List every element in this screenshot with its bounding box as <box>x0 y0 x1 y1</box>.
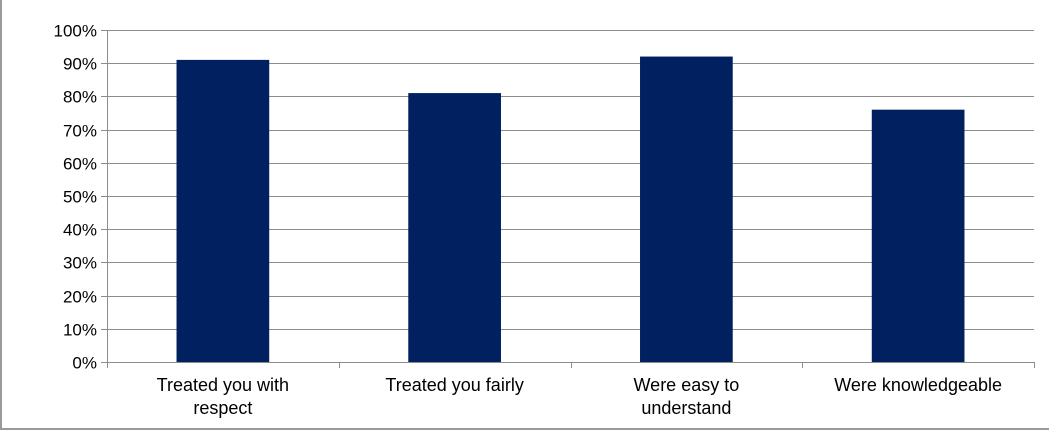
x-category-label: Were knowledgeable <box>834 375 1002 395</box>
y-tick-label: 50% <box>63 188 97 207</box>
y-tick-label: 60% <box>63 155 97 174</box>
bars <box>176 56 965 363</box>
axes <box>101 30 1035 368</box>
x-category-label: Were easy to <box>634 375 740 395</box>
y-tick-label: 40% <box>63 221 97 240</box>
y-tick-label: 80% <box>63 88 97 107</box>
y-tick-label: 0% <box>72 354 97 373</box>
x-category-labels: Treated you with respect Treated you fairl… <box>157 375 1002 418</box>
y-tick-label: 90% <box>63 55 97 74</box>
y-tick-label: 10% <box>63 321 97 340</box>
bar <box>176 59 270 362</box>
y-tick-label: 70% <box>63 122 97 141</box>
bar <box>408 93 501 362</box>
bar <box>640 56 733 363</box>
y-tick-label: 20% <box>63 288 97 307</box>
x-category-label: Treated you with <box>157 375 289 395</box>
y-tick-labels: 0% 10% 20% 30% 40% 50% 60% 70% 80% 90% 100% <box>54 22 97 373</box>
bar <box>871 109 965 363</box>
y-tick-label: 30% <box>63 254 97 273</box>
x-category-label: understand <box>641 398 731 418</box>
y-tick-label: 100% <box>54 22 97 41</box>
x-category-label: respect <box>193 398 252 418</box>
x-category-label: Treated you fairly <box>385 375 523 395</box>
